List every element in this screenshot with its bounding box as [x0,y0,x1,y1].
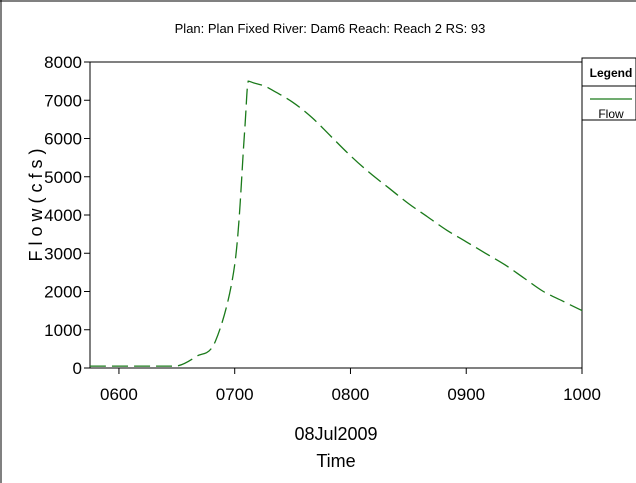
x-date-label: 08Jul2009 [294,424,377,444]
flow-series-line [90,80,583,367]
y-axis-title: F l o w ( c f s ) [26,148,46,261]
x-tick-label: 0800 [332,385,370,404]
x-tick-label: 0700 [216,385,254,404]
x-tick-label: 1000 [563,385,601,404]
y-tick-label: 6000 [44,130,82,149]
x-axis-title: Time [316,451,355,471]
y-tick-label: 7000 [44,91,82,110]
legend-flow-label: Flow [598,107,624,121]
y-tick-label: 4000 [44,206,82,225]
y-tick-label: 3000 [44,244,82,263]
legend: Legend Flow [581,57,636,121]
chart-title: Plan: Plan Fixed River: Dam6 Reach: Reac… [175,21,486,36]
y-tick-label: 0 [73,359,82,378]
x-tick-label: 0600 [100,385,138,404]
legend-box [581,57,636,121]
y-tick-label: 8000 [44,53,82,72]
x-axis: 0600 0700 0800 0900 1000 [100,368,601,404]
y-tick-label: 1000 [44,321,82,340]
plot-area [89,61,583,369]
y-axis: 0 1000 2000 3000 4000 5000 6000 7000 8000 [44,53,90,378]
y-tick-label: 2000 [44,283,82,302]
legend-title: Legend [590,66,633,80]
y-tick-label: 5000 [44,168,82,187]
x-tick-label: 0900 [447,385,485,404]
